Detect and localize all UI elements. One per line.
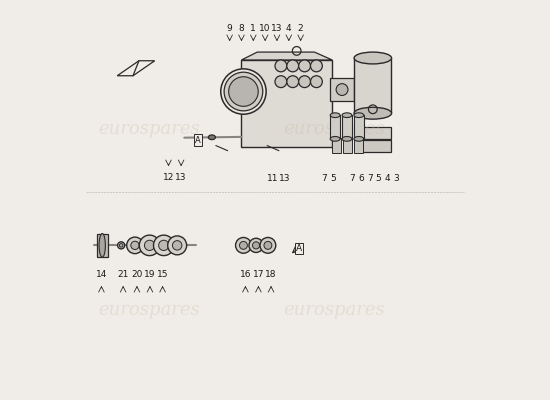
- Ellipse shape: [287, 60, 299, 72]
- Ellipse shape: [275, 76, 287, 88]
- Ellipse shape: [264, 242, 272, 249]
- Ellipse shape: [139, 235, 160, 256]
- Ellipse shape: [260, 238, 276, 253]
- Ellipse shape: [299, 60, 311, 72]
- Text: 14: 14: [96, 270, 107, 280]
- Bar: [354, 58, 392, 113]
- Ellipse shape: [311, 76, 322, 88]
- Ellipse shape: [330, 113, 340, 118]
- Bar: [241, 60, 332, 147]
- Text: eurospares: eurospares: [283, 302, 385, 320]
- Text: eurospares: eurospares: [98, 302, 200, 320]
- Text: eurospares: eurospares: [283, 120, 385, 138]
- Ellipse shape: [336, 84, 348, 96]
- Text: 7: 7: [367, 174, 372, 183]
- Ellipse shape: [118, 242, 125, 249]
- Text: 16: 16: [240, 270, 251, 280]
- Text: A: A: [295, 244, 302, 253]
- Ellipse shape: [311, 60, 322, 72]
- Text: 5: 5: [376, 174, 381, 183]
- Text: 13: 13: [175, 173, 187, 182]
- Ellipse shape: [145, 240, 155, 250]
- Ellipse shape: [249, 238, 263, 252]
- Ellipse shape: [354, 136, 364, 141]
- Ellipse shape: [126, 237, 143, 254]
- Ellipse shape: [342, 136, 352, 141]
- Ellipse shape: [330, 136, 340, 141]
- Ellipse shape: [275, 60, 287, 72]
- Bar: [330, 115, 340, 139]
- Ellipse shape: [252, 242, 260, 249]
- Ellipse shape: [239, 242, 248, 249]
- Text: 8: 8: [239, 24, 244, 33]
- Text: 13: 13: [271, 24, 283, 33]
- Text: 7: 7: [321, 174, 327, 183]
- Text: 18: 18: [265, 270, 277, 280]
- Bar: [362, 140, 392, 152]
- Ellipse shape: [224, 72, 263, 111]
- Ellipse shape: [354, 52, 392, 64]
- Bar: [342, 115, 352, 139]
- Bar: [332, 138, 341, 153]
- Text: 17: 17: [252, 270, 264, 280]
- Ellipse shape: [173, 241, 182, 250]
- Text: 7: 7: [349, 174, 355, 183]
- Text: 13: 13: [279, 174, 290, 183]
- Text: A: A: [195, 136, 201, 144]
- Bar: [362, 127, 392, 139]
- Bar: [354, 115, 364, 139]
- Text: 5: 5: [331, 174, 336, 183]
- Ellipse shape: [287, 76, 299, 88]
- Bar: [354, 138, 363, 153]
- Text: 21: 21: [118, 270, 129, 280]
- Text: 6: 6: [358, 174, 364, 183]
- Text: 3: 3: [393, 174, 399, 183]
- Ellipse shape: [299, 76, 311, 88]
- Text: 11: 11: [267, 174, 279, 183]
- Text: 19: 19: [144, 270, 156, 280]
- Ellipse shape: [158, 240, 169, 250]
- Text: 9: 9: [227, 24, 233, 33]
- Text: 2: 2: [298, 24, 304, 33]
- Ellipse shape: [131, 241, 139, 250]
- Ellipse shape: [99, 234, 106, 257]
- Ellipse shape: [153, 235, 174, 256]
- Text: 1: 1: [250, 24, 256, 33]
- Text: 10: 10: [260, 24, 271, 33]
- Text: 20: 20: [131, 270, 142, 280]
- Text: eurospares: eurospares: [98, 120, 200, 138]
- Bar: [330, 78, 354, 101]
- Text: 4: 4: [286, 24, 292, 33]
- Ellipse shape: [229, 77, 258, 106]
- Text: 12: 12: [163, 173, 174, 182]
- Ellipse shape: [354, 107, 392, 119]
- Ellipse shape: [342, 113, 352, 118]
- Text: 4: 4: [384, 174, 390, 183]
- Bar: [343, 138, 352, 153]
- Polygon shape: [241, 52, 332, 60]
- Ellipse shape: [221, 69, 266, 114]
- Ellipse shape: [208, 135, 216, 140]
- Text: 15: 15: [157, 270, 168, 280]
- Ellipse shape: [235, 238, 251, 253]
- Ellipse shape: [354, 113, 364, 118]
- Ellipse shape: [168, 236, 186, 255]
- Ellipse shape: [119, 244, 123, 247]
- Bar: [97, 234, 108, 257]
